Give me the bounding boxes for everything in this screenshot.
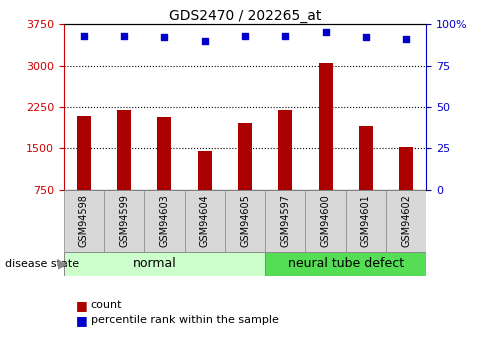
Bar (77, 116, 91, 190)
Text: GSM94599: GSM94599 (119, 194, 129, 247)
Point (321, 30, 329, 35)
Point (402, 36, 410, 42)
Text: GSM94605: GSM94605 (240, 194, 250, 247)
Text: GSM94598: GSM94598 (79, 194, 89, 247)
Point (161, 34, 169, 40)
Point (120, 33, 128, 39)
Bar (185, 190, 225, 252)
Point (201, 38, 209, 43)
Text: GSM94604: GSM94604 (200, 195, 210, 247)
Text: percentile rank within the sample: percentile rank within the sample (91, 315, 278, 325)
Text: GSM94603: GSM94603 (159, 195, 170, 247)
Bar (64, 190, 104, 252)
Text: GSM94602: GSM94602 (401, 194, 411, 247)
Point (80, 33, 88, 39)
Bar (346, 190, 386, 252)
Point (281, 33, 289, 39)
Bar (278, 110, 293, 190)
Text: ■: ■ (76, 314, 88, 327)
Title: GDS2470 / 202265_at: GDS2470 / 202265_at (169, 9, 321, 23)
Text: GSM94597: GSM94597 (280, 194, 290, 247)
Text: count: count (91, 300, 122, 310)
Bar (265, 190, 305, 252)
Point (362, 34, 370, 40)
Bar (386, 190, 426, 252)
Bar (318, 63, 333, 190)
Bar (157, 117, 171, 190)
Text: normal: normal (132, 257, 176, 270)
Bar (238, 123, 252, 190)
Bar (197, 150, 212, 190)
Bar (305, 190, 346, 252)
Bar (359, 126, 373, 190)
Text: neural tube defect: neural tube defect (288, 257, 404, 270)
Bar (265, 252, 426, 276)
Bar (399, 147, 413, 190)
Bar (104, 190, 144, 252)
Text: disease state: disease state (5, 259, 79, 269)
Point (241, 33, 249, 39)
Text: ■: ■ (76, 299, 88, 312)
Bar (117, 110, 131, 190)
Text: ▶: ▶ (58, 257, 68, 270)
Bar (64, 252, 265, 276)
Text: GSM94601: GSM94601 (361, 195, 371, 247)
Text: GSM94600: GSM94600 (320, 195, 331, 247)
Bar (144, 190, 185, 252)
Bar (225, 190, 265, 252)
